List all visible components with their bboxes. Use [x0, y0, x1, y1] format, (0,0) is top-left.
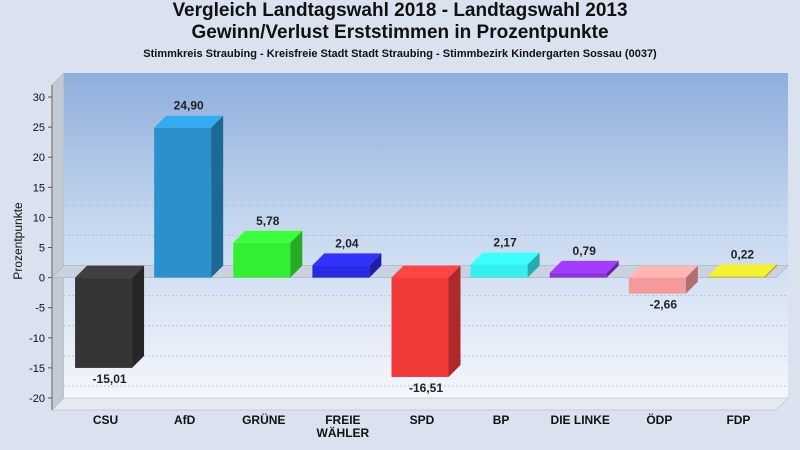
y-tick-label: 25: [33, 122, 45, 134]
bar-6: 0,79: [549, 244, 619, 278]
bar-value-label: 24,90: [174, 99, 204, 113]
bar-front: [628, 277, 686, 294]
bar-top: [391, 265, 461, 278]
plot-left-wall: [51, 72, 65, 411]
y-tick-label: -15: [29, 363, 45, 375]
chart-title-line-1: Vergleich Landtagswahl 2018 - Landtagswa…: [172, 0, 628, 21]
bar-top: [470, 252, 540, 265]
bar-value-label: -2,66: [650, 298, 678, 312]
y-tick-label: -20: [29, 393, 45, 405]
bar-front: [707, 276, 765, 278]
y-axis-ticks: 30 25 20 15 10 5 0 -5 -10 -15 -20: [29, 85, 53, 410]
x-category-label: FDP: [726, 413, 750, 427]
bar-top: [549, 260, 619, 273]
y-tick-label: 15: [33, 182, 45, 194]
bar-side: [211, 115, 224, 278]
bar-front: [549, 272, 607, 278]
bar-2: 5,78: [233, 214, 303, 278]
bar-front: [312, 265, 370, 278]
bar-value-label: 2,17: [493, 236, 517, 250]
bar-side: [685, 265, 698, 294]
x-category-label: DIE LINKE: [551, 413, 610, 427]
bar-side: [369, 253, 382, 278]
bar-front: [470, 264, 528, 278]
bar-3: 2,04: [312, 236, 382, 278]
bars: -15,01 24,90 5,78 2,04 -16,51 2,17 0,79 -2,66 0,…: [75, 99, 777, 395]
y-tick-label: 0: [39, 273, 45, 285]
bar-1: 24,90: [154, 99, 224, 278]
chart-title-line-2: Gewinn/Verlust Erststimmen in Prozentpun…: [191, 22, 609, 43]
bar-value-label: -16,51: [409, 381, 443, 395]
x-category-label: WÄHLER: [317, 425, 370, 440]
y-axis-label: Prozentpunkte: [11, 202, 25, 280]
bar-7: -2,66: [628, 265, 698, 312]
bar-front: [75, 277, 133, 368]
bar-top: [707, 264, 777, 277]
bar-side: [132, 265, 145, 368]
bar-value-label: 2,04: [335, 236, 359, 250]
y-tick-label: 20: [33, 152, 45, 164]
bar-top: [75, 265, 145, 278]
bar-value-label: 5,78: [256, 214, 280, 228]
bar-front: [233, 242, 291, 278]
chart-subtitle: Stimmkreis Straubing - Kreisfreie Stadt …: [143, 48, 657, 60]
x-category-label: BP: [493, 413, 510, 427]
bar-value-label: 0,22: [731, 247, 755, 261]
bar-side: [606, 260, 619, 278]
bar-top: [154, 115, 224, 128]
bar-side: [448, 265, 461, 377]
plot-floor: [51, 397, 789, 411]
y-tick-label: 30: [33, 92, 45, 104]
bar-side: [527, 252, 540, 278]
x-category-label: FREIE: [325, 413, 360, 427]
bar-value-label: 0,79: [573, 244, 597, 258]
bar-5: 2,17: [470, 236, 540, 278]
y-tick-label: -10: [29, 333, 45, 345]
title-block: Vergleich Landtagswahl 2018 - Landtagswa…: [0, 0, 800, 60]
bar-side: [290, 230, 303, 278]
bar-top: [233, 230, 303, 243]
y-tick-label: 10: [33, 212, 45, 224]
bar-top: [628, 265, 698, 278]
x-category-label: ÖDP: [646, 412, 672, 427]
x-category-label: AfD: [174, 413, 196, 427]
bar-8: 0,22: [707, 247, 777, 278]
y-tick-label: -5: [35, 303, 45, 315]
bar-0: -15,01: [75, 265, 145, 386]
x-category-label: CSU: [93, 413, 118, 427]
x-category-label: GRÜNE: [242, 412, 285, 427]
bar-side: [764, 264, 777, 278]
bar-top: [312, 253, 382, 266]
bar-value-label: -15,01: [93, 372, 127, 386]
bar-4: -16,51: [391, 265, 461, 395]
y-tick-label: 5: [39, 243, 45, 255]
bar-front: [154, 127, 212, 278]
bar-front: [391, 277, 449, 377]
x-category-label: SPD: [410, 413, 435, 427]
